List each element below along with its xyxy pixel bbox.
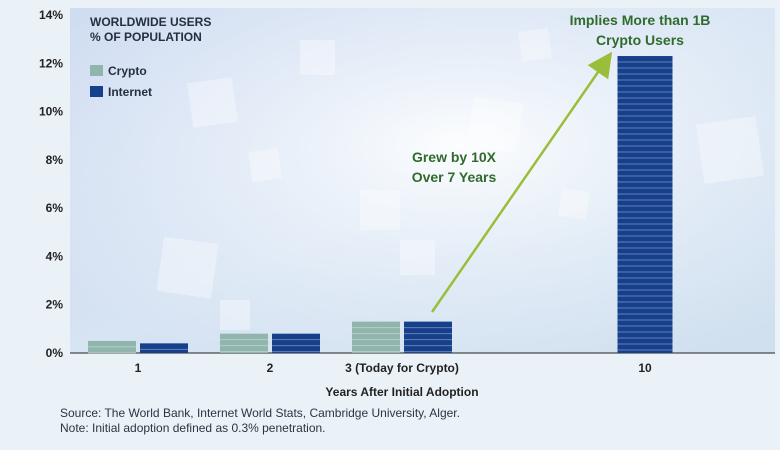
background-cubes [156,28,764,330]
adoption-note: Note: Initial adoption defined as 0.3% p… [60,421,326,435]
annotation-implies-line2: Crypto Users [596,32,684,48]
background-cube [187,77,238,128]
bar-internet-3 [404,321,452,353]
y-tick-label: 4% [46,249,64,263]
bar-internet-1 [140,343,188,353]
bars [88,56,673,354]
background-cube [248,148,282,182]
annotation-implies-line1: Implies More than 1B [570,12,711,28]
source-note: Source: The World Bank, Internet World S… [60,406,460,420]
x-axis-title: Years After Initial Adoption [325,385,478,399]
growth-arrow [430,51,613,313]
y-tick-label: 6% [46,201,64,215]
x-tick-labels: 1 2 3 (Today for Crypto) 10 [135,361,652,375]
y-tick-label: 0% [46,346,64,360]
bar-internet-4 [617,56,673,354]
annotation-growth-line2: Over 7 Years [412,169,497,185]
background-cube [220,300,250,330]
y-tick-label: 2% [46,298,64,312]
bar-crypto-1 [88,340,136,353]
y-tick-label: 10% [39,105,63,119]
annotation-growth-line1: Grew by 10X [412,149,497,165]
bar-internet-2 [272,333,320,353]
legend: Crypto Internet [90,64,152,99]
background-cube [360,190,400,230]
background-cube [558,188,590,220]
background-cube [400,240,435,275]
legend-label-crypto: Crypto [108,64,147,78]
legend-label-internet: Internet [108,85,152,99]
y-tick-label: 12% [39,56,63,70]
chart-subtitle: % OF POPULATION [90,30,202,44]
x-tick-label: 3 (Today for Crypto) [345,361,459,375]
background-cube [156,236,219,299]
legend-swatch-internet [90,86,103,97]
background-cube [300,40,335,75]
x-tick-label: 1 [135,361,142,375]
background-cube [518,28,552,62]
legend-swatch-crypto [90,65,103,76]
y-tick-label: 8% [46,153,64,167]
chart-title: WORLDWIDE USERS [90,15,211,29]
x-tick-label: 2 [267,361,274,375]
bar-crypto-3 [352,321,400,353]
y-axis: 0% 2% 4% 6% 8% 10% 12% 14% [39,8,63,360]
background-cube [696,116,764,184]
y-tick-label: 14% [39,8,63,22]
background-cube [466,96,524,154]
x-tick-label: 10 [638,361,652,375]
bar-crypto-2 [220,333,268,353]
